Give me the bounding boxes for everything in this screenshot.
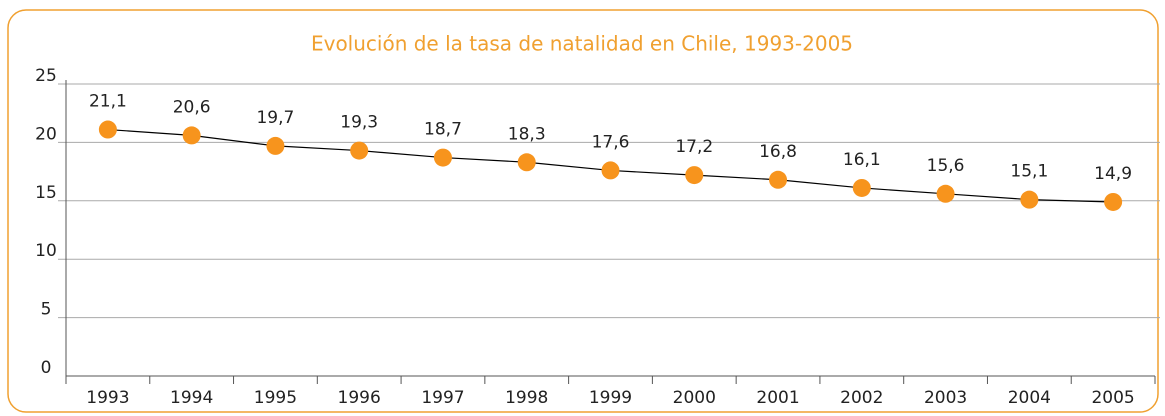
marker (433, 148, 452, 167)
marker (936, 184, 955, 203)
value-label: 18,7 (424, 120, 462, 140)
y-tick-label: 25 (35, 66, 57, 86)
x-tick-label: 1998 (505, 388, 548, 408)
value-label: 18,3 (508, 124, 546, 144)
y-tick-label: 20 (35, 124, 57, 144)
marker (685, 166, 704, 185)
marker (98, 120, 117, 139)
x-tick-label: 2002 (840, 388, 883, 408)
x-tick-label: 1994 (170, 388, 213, 408)
marker (266, 136, 285, 155)
y-tick-label: 0 (41, 358, 52, 378)
x-tick-label: 1999 (589, 388, 632, 408)
x-tick-label: 2004 (1008, 388, 1051, 408)
marker (350, 141, 369, 160)
value-label: 15,1 (1010, 162, 1048, 182)
x-tick-label: 2001 (756, 388, 799, 408)
marker (852, 178, 871, 197)
marker (1020, 190, 1039, 209)
value-label: 16,8 (759, 142, 797, 162)
value-label: 16,1 (843, 150, 881, 170)
y-tick-label: 15 (35, 183, 57, 203)
value-label: 15,6 (927, 156, 965, 176)
x-tick-label: 1997 (421, 388, 464, 408)
x-tick-label: 1996 (338, 388, 381, 408)
x-tick-label: 1995 (254, 388, 297, 408)
x-tick-label: 2003 (924, 388, 967, 408)
value-label: 20,6 (173, 97, 211, 117)
y-tick-label: 10 (35, 241, 57, 261)
value-label: 14,9 (1094, 164, 1132, 184)
value-label: 19,7 (256, 108, 294, 128)
value-label: 17,2 (675, 137, 713, 157)
y-tick-label: 5 (41, 300, 52, 320)
value-label: 21,1 (89, 92, 127, 112)
value-label: 17,6 (592, 132, 630, 152)
marker (601, 161, 620, 180)
value-label: 19,3 (340, 113, 378, 133)
marker (769, 170, 788, 189)
x-tick-label: 2005 (1091, 388, 1134, 408)
x-tick-label: 1993 (86, 388, 129, 408)
marker (1104, 192, 1123, 211)
x-tick-label: 2000 (673, 388, 716, 408)
chart-title: Evolución de la tasa de natalidad en Chi… (311, 32, 853, 56)
frame (7, 9, 1159, 413)
marker (517, 153, 536, 172)
marker (182, 126, 201, 145)
